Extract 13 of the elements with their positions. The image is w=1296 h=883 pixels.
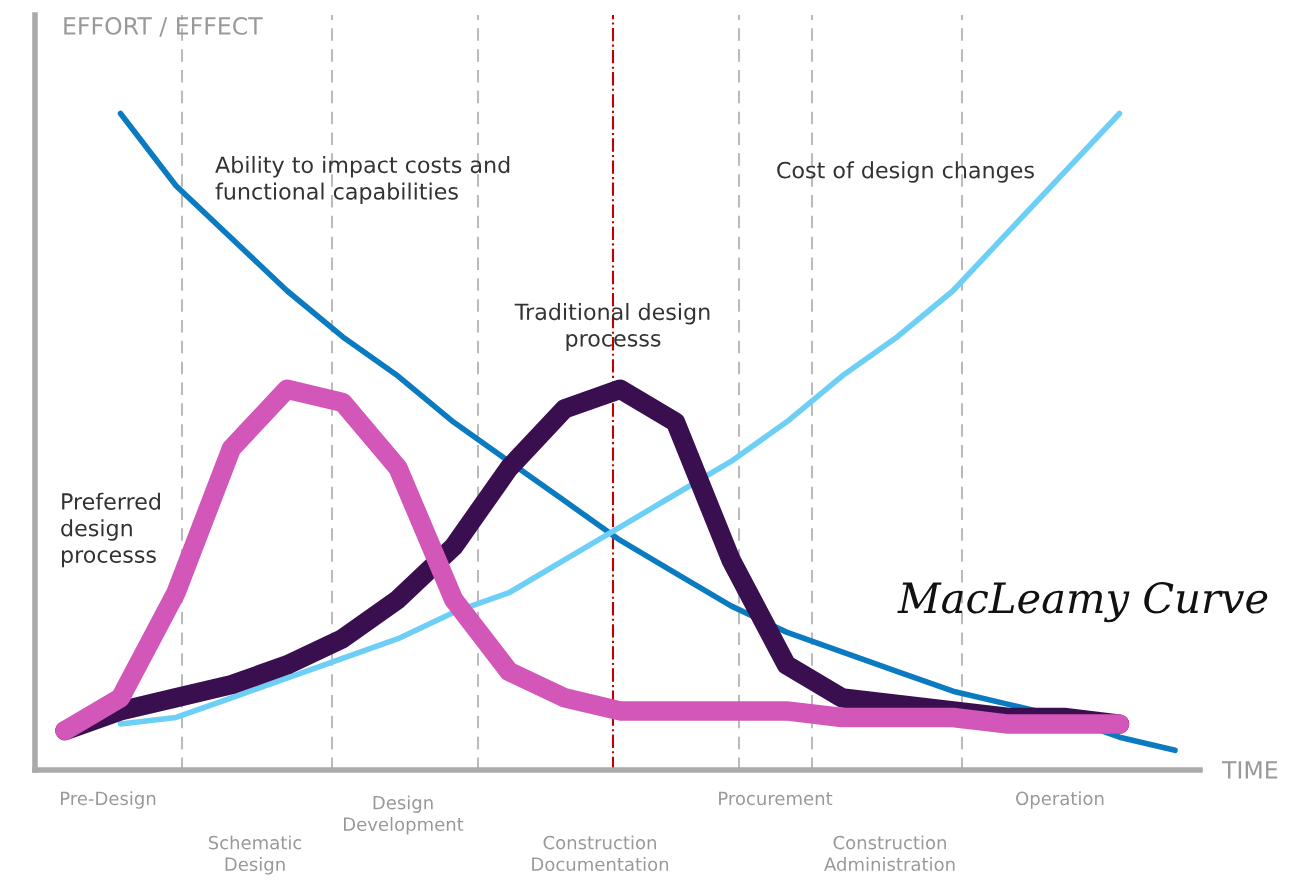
text: Schematic Design [208, 835, 302, 875]
text: Pre-Design [61, 791, 156, 809]
annotation: Ability to impact costs and functional capabilities [215, 155, 510, 205]
annotation: MacLeamy Curve [897, 581, 1268, 623]
annotation: Preferred design processs [61, 492, 160, 568]
y-axis-title: EFFORT / EFFECT [64, 16, 263, 37]
text: Construction Administration [824, 835, 955, 872]
text: Design Development [344, 795, 464, 835]
x-axis-title: TIME [1221, 761, 1278, 779]
text: Procurement [719, 791, 833, 806]
text: Construction Documentation [532, 835, 669, 872]
annotation: Cost of design changes [777, 161, 1034, 183]
text: Operation [1016, 791, 1104, 809]
